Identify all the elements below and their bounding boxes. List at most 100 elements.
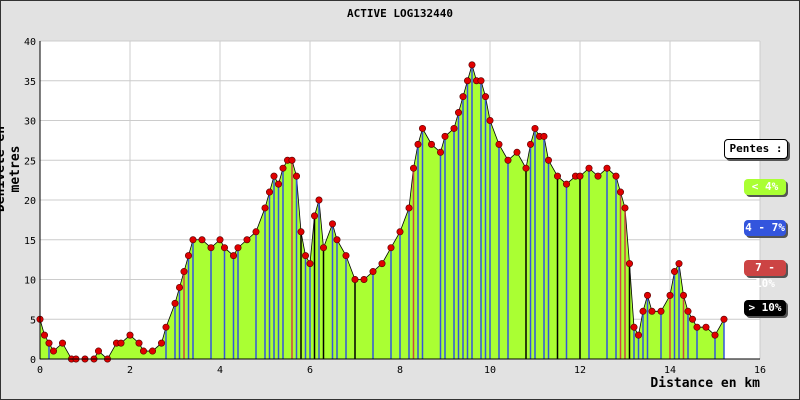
data-point — [292, 172, 300, 180]
x-tick-label: 14 — [664, 365, 676, 376]
data-point — [216, 236, 224, 244]
data-point — [679, 291, 687, 299]
data-point — [315, 196, 323, 204]
legend-item-7-10: 7 - 10% — [744, 260, 786, 290]
data-point — [576, 172, 584, 180]
y-tick-label: 0 — [30, 355, 36, 366]
data-point — [657, 307, 665, 315]
data-point — [639, 307, 647, 315]
data-point — [463, 77, 471, 85]
data-point — [297, 228, 305, 236]
data-point — [553, 172, 561, 180]
data-point — [409, 164, 417, 172]
data-point — [481, 93, 489, 101]
legend-item-4-7: 4 - 7% — [744, 220, 786, 236]
data-point — [616, 188, 624, 196]
data-point — [234, 244, 242, 252]
x-tick-label: 16 — [754, 365, 766, 376]
data-point — [531, 124, 539, 132]
y-tick-label: 30 — [24, 117, 36, 128]
data-point — [441, 132, 449, 140]
x-tick-label: 0 — [37, 365, 43, 376]
data-point — [58, 339, 66, 347]
y-tick-label: 20 — [24, 196, 36, 207]
y-tick-label: 5 — [30, 315, 36, 326]
data-point — [634, 331, 642, 339]
data-point — [544, 156, 552, 164]
data-point — [675, 260, 683, 268]
data-point — [459, 93, 467, 101]
data-point — [140, 347, 148, 355]
data-point — [504, 156, 512, 164]
data-point — [405, 204, 413, 212]
data-point — [162, 323, 170, 331]
data-point — [261, 204, 269, 212]
data-point — [450, 124, 458, 132]
data-point — [526, 140, 534, 148]
data-point — [369, 268, 377, 276]
y-tick-label: 10 — [24, 276, 36, 287]
tick-labels: 0 5 10 15 20 25 30 35 40 0 2 4 6 8 10 12 14 16 — [24, 37, 766, 376]
x-tick-label: 8 — [397, 365, 403, 376]
data-point — [135, 339, 143, 347]
data-point — [243, 236, 251, 244]
data-point — [351, 275, 359, 283]
data-point — [427, 140, 435, 148]
data-point — [670, 268, 678, 276]
data-point — [603, 164, 611, 172]
data-point — [126, 331, 134, 339]
data-point — [342, 252, 350, 260]
data-point — [477, 77, 485, 85]
x-tick-label: 4 — [217, 365, 223, 376]
data-point — [95, 347, 103, 355]
data-point — [396, 228, 404, 236]
data-point — [221, 244, 229, 252]
data-point — [702, 323, 710, 331]
data-point — [513, 148, 521, 156]
legend-item-lt4: < 4% — [744, 179, 786, 195]
data-point — [279, 164, 287, 172]
data-point — [40, 331, 48, 339]
axes — [39, 41, 760, 360]
data-point — [621, 204, 629, 212]
data-point — [180, 268, 188, 276]
data-point — [630, 323, 638, 331]
data-point — [158, 339, 166, 347]
y-tick-label: 35 — [24, 77, 36, 88]
y-tick-label: 25 — [24, 156, 36, 167]
data-point — [720, 315, 728, 323]
data-point — [612, 172, 620, 180]
data-point — [189, 236, 197, 244]
data-point — [306, 260, 314, 268]
data-point — [198, 236, 206, 244]
data-point — [711, 331, 719, 339]
x-tick-label: 12 — [574, 365, 586, 376]
x-axis-label: Distance en km — [650, 376, 760, 391]
data-point — [117, 339, 125, 347]
y-tick-label: 40 — [24, 37, 36, 48]
data-point — [418, 124, 426, 132]
data-point — [333, 236, 341, 244]
data-point — [684, 307, 692, 315]
data-point — [414, 140, 422, 148]
data-point — [149, 347, 157, 355]
y-axis-label: Dénivelé en metres — [0, 125, 23, 213]
data-point — [454, 109, 462, 117]
legend-item-gt10: > 10% — [744, 300, 786, 316]
data-point — [594, 172, 602, 180]
data-point — [522, 164, 530, 172]
data-point — [45, 339, 53, 347]
data-point — [693, 323, 701, 331]
data-point — [585, 164, 593, 172]
data-point — [378, 260, 386, 268]
chart-title: ACTIVE LOG132440 — [347, 7, 453, 20]
data-point — [310, 212, 318, 220]
data-point — [540, 132, 548, 140]
data-point — [207, 244, 215, 252]
data-point — [625, 260, 633, 268]
data-point — [562, 180, 570, 188]
data-point — [436, 148, 444, 156]
data-point — [688, 315, 696, 323]
data-point — [301, 252, 309, 260]
